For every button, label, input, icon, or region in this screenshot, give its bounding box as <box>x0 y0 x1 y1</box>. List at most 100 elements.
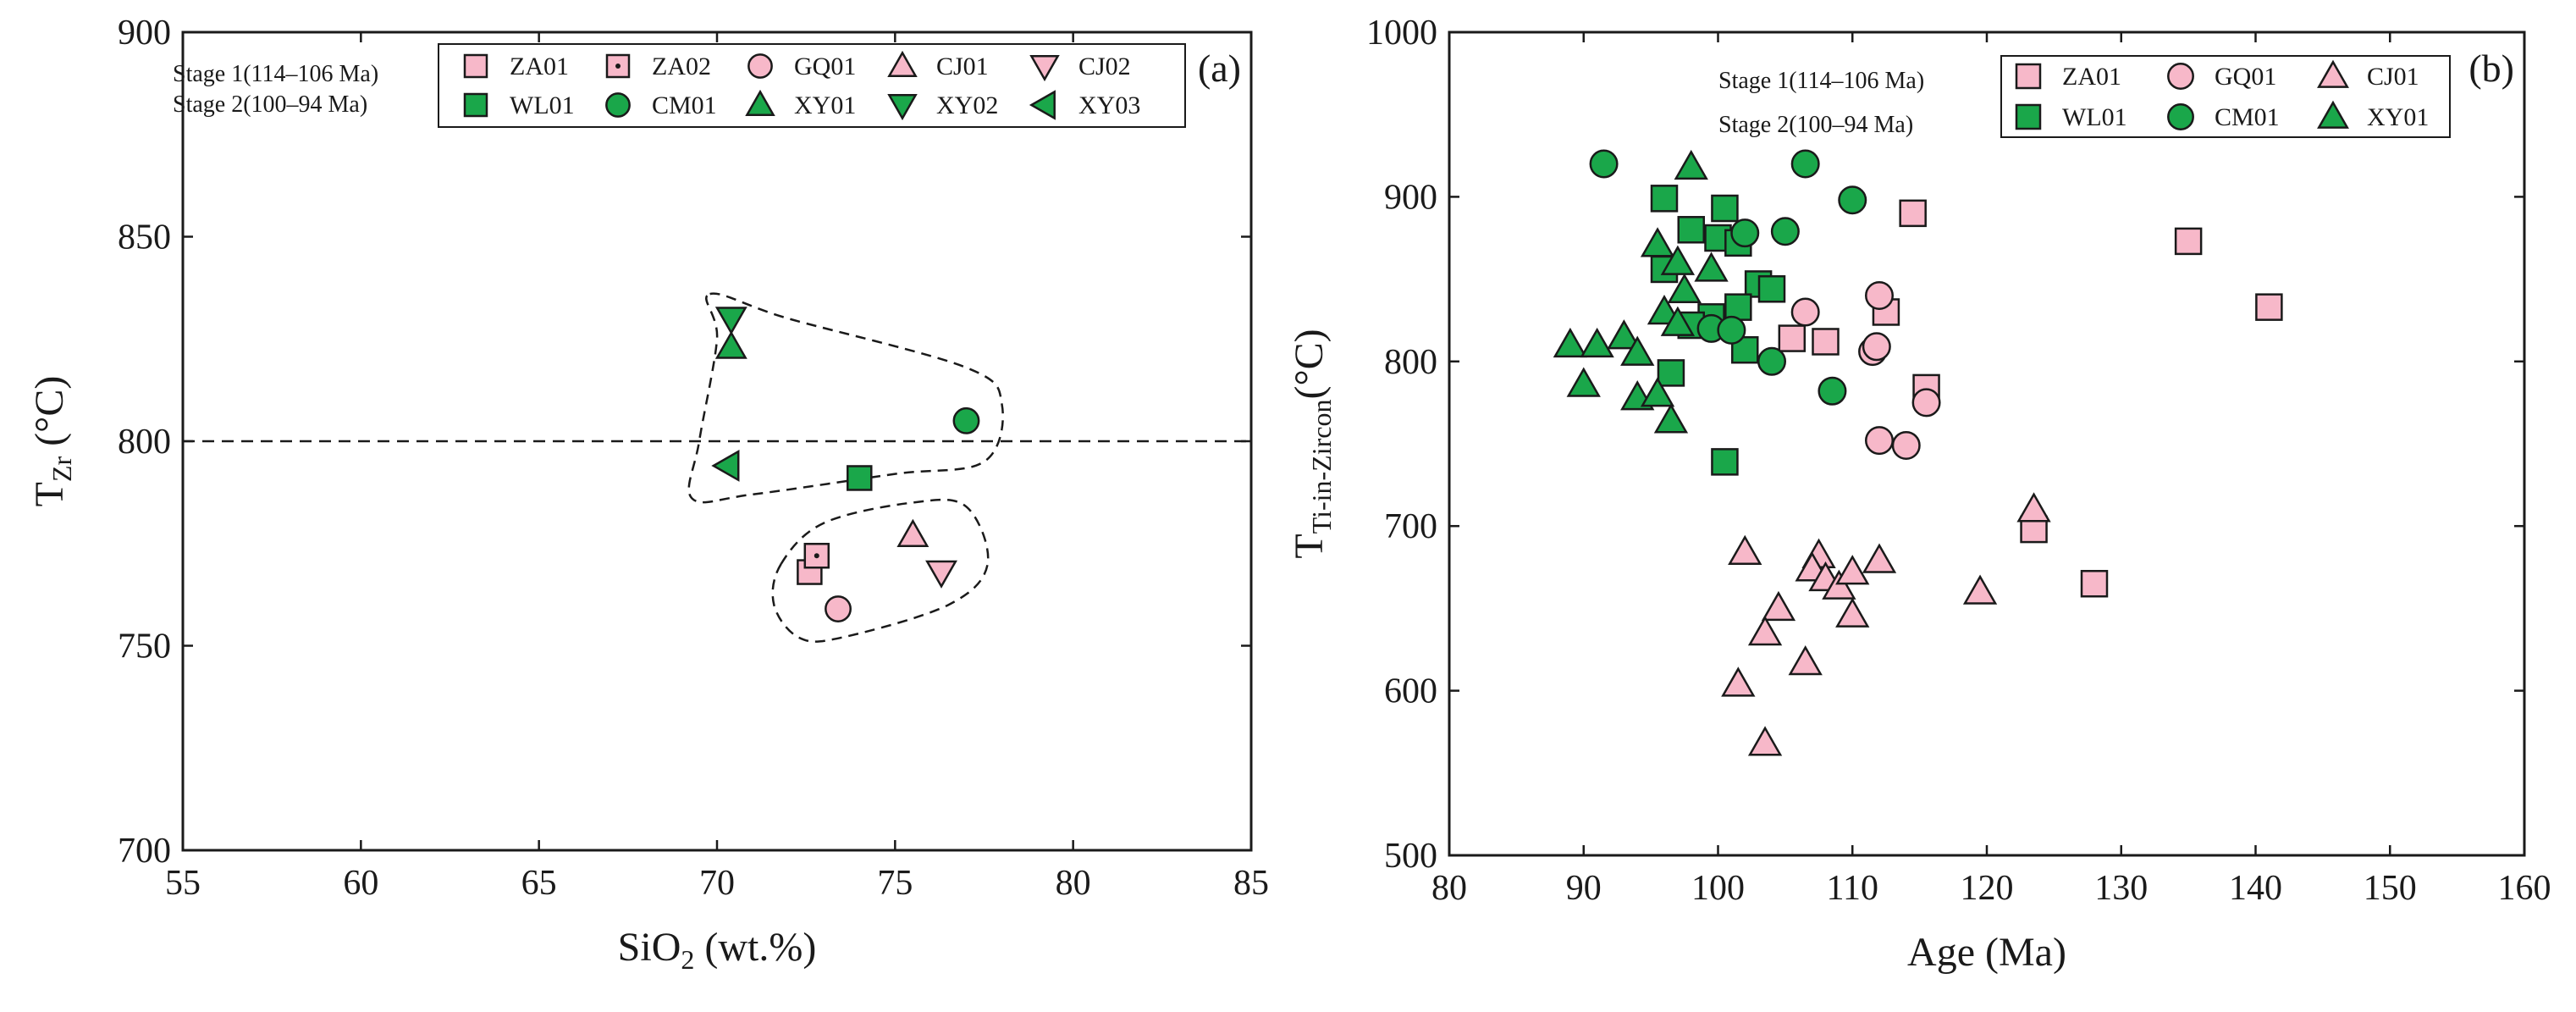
data-point-za01-shape <box>2255 293 2283 321</box>
panel-a-legend-stage-1-label: Stage 1(114–106 Ma) <box>173 61 378 87</box>
data-point-gq01 <box>1790 297 1820 327</box>
data-point-za01 <box>1812 328 1840 356</box>
y-tick-label: 1000 <box>1366 14 1437 53</box>
data-point-za01 <box>2255 293 2283 321</box>
panel-a-legend: Stage 1(114–106 Ma) Stage 2(100–94 Ma) Z… <box>173 43 1186 128</box>
y-tick-label: 700 <box>118 832 171 871</box>
panel-b-data-points <box>1553 149 2283 756</box>
data-point-cm01 <box>1589 149 1619 179</box>
panel-b-legend-items: ZA01 GQ01 CJ01 WL01 CM01 XY01 <box>2015 59 2429 131</box>
panel-b-y-axis-title: TTi-in-Zircon(°C) <box>1287 329 1337 558</box>
legend-marker-za01 <box>463 53 488 79</box>
y-tick-label: 700 <box>1384 507 1437 546</box>
data-point-xy01 <box>1620 335 1655 366</box>
legend-label-cm01: CM01 <box>2215 103 2280 131</box>
panel-a-y-axis-title: TZr (°C) <box>27 376 77 507</box>
data-point-za01 <box>1899 199 1927 228</box>
data-point-wl01-shape <box>847 465 873 491</box>
data-point-cm01 <box>1838 185 1867 215</box>
x-tick-label: 110 <box>1827 869 1878 908</box>
x-tick-label: 70 <box>699 864 735 903</box>
y-tick-label: 850 <box>118 218 171 257</box>
data-point-xy01 <box>1580 327 1614 358</box>
data-point-xy01 <box>1653 403 1689 434</box>
x-tick-label: 65 <box>521 864 557 903</box>
data-point-wl01 <box>1677 216 1705 244</box>
data-point-cj01 <box>1761 590 1796 622</box>
panel-a-legend-stage-2-label: Stage 2(100–94 Ma) <box>173 91 367 118</box>
data-point-wl01-shape <box>1711 194 1739 223</box>
data-point-xy01 <box>1640 377 1675 407</box>
legend-marker-xy01 <box>745 89 775 116</box>
panel-b-legend-stage-2-label: Stage 2(100–94 Ma) <box>1718 112 1913 138</box>
panel-b-legend-stage-1-label: Stage 1(114–106 Ma) <box>1718 68 1924 94</box>
legend-marker-xy01 <box>2317 100 2349 129</box>
data-point-wl01 <box>1657 359 1685 387</box>
data-point-wl01 <box>1711 448 1739 476</box>
x-tick-label: 75 <box>877 864 913 903</box>
data-point-xy01 <box>1694 252 1729 282</box>
legend-label-wl01: WL01 <box>510 91 575 119</box>
data-point-cj01 <box>1728 534 1762 566</box>
data-point-za01-shape <box>2174 227 2203 256</box>
data-point-wl01-shape <box>1711 448 1739 476</box>
y-tick-label: 800 <box>1384 343 1437 382</box>
x-tick-label: 85 <box>1233 864 1269 903</box>
legend-label-za01: ZA01 <box>2062 63 2121 91</box>
legend-label-za02: ZA02 <box>652 53 711 80</box>
data-point-gq01 <box>1865 281 1894 311</box>
x-tick-label: 120 <box>1961 869 2014 908</box>
x-tick-label: 55 <box>165 864 201 903</box>
panel-b-legend: Stage 1(114–106 Ma) Stage 2(100–94 Ma) Z… <box>1718 55 2451 138</box>
panel-b-label: (b) <box>2468 47 2514 90</box>
data-point-cj01 <box>1788 645 1823 676</box>
data-point-xy01 <box>714 330 747 359</box>
sample-group-envelope-1 <box>687 292 1004 504</box>
data-point-xy01 <box>1640 227 1675 257</box>
legend-label-cj01: CJ01 <box>2367 63 2419 91</box>
data-point-wl01-shape <box>1650 185 1679 213</box>
legend-label-gq01: GQ01 <box>794 53 856 80</box>
legend-label-za01: ZA01 <box>510 53 569 80</box>
data-point-gq01 <box>1891 430 1921 460</box>
panel-a-zircon-saturation-plot: 55 60 65 70 75 80 85 700 750 800 850 900 SiO2 (wt.%… <box>27 14 1269 975</box>
data-point-cj01 <box>1835 555 1870 585</box>
data-point-xy01 <box>1566 367 1601 397</box>
sample-group-envelope-2 <box>771 498 990 643</box>
data-point-cm01 <box>1757 346 1786 376</box>
legend-marker-cj02 <box>1029 55 1060 82</box>
data-point-xy01 <box>1667 273 1702 303</box>
panel-b-legend-box <box>2000 55 2451 138</box>
legend-label-gq01: GQ01 <box>2215 63 2276 91</box>
legend-label-xy03: XY03 <box>1078 91 1140 119</box>
y-tick-label: 900 <box>118 14 171 53</box>
data-point-xy01 <box>1660 306 1696 336</box>
y-tick-label: 750 <box>118 628 171 666</box>
y-tick-label: 500 <box>1384 837 1437 876</box>
data-point-cj01 <box>1721 666 1756 697</box>
legend-label-xy01: XY01 <box>794 91 856 119</box>
data-point-xy01 <box>1660 245 1696 275</box>
data-point-wl01-shape <box>1657 359 1685 387</box>
data-point-cm01 <box>1717 315 1746 345</box>
legend-label-xy02: XY02 <box>936 91 998 119</box>
legend-marker-wl01 <box>2015 103 2042 130</box>
data-point-xy03 <box>711 450 740 482</box>
x-tick-label: 130 <box>2094 869 2148 908</box>
legend-marker-wl01 <box>463 92 488 118</box>
legend-marker-cj01 <box>2317 59 2349 88</box>
x-tick-label: 80 <box>1431 869 1467 908</box>
data-point-cj01 <box>1822 569 1856 600</box>
data-point-wl01 <box>847 465 873 491</box>
panel-a-data-points <box>711 307 980 622</box>
data-point-za01-shape <box>1778 324 1807 352</box>
data-point-wl01 <box>1757 275 1786 303</box>
data-point-cm01 <box>1790 149 1820 179</box>
data-point-cj01 <box>1747 616 1783 646</box>
x-tick-label: 100 <box>1691 869 1745 908</box>
data-point-wl01 <box>1711 194 1739 223</box>
legend-label-cm01: CM01 <box>652 91 717 119</box>
panel-a-label: (a) <box>1198 47 1241 90</box>
x-tick-label: 80 <box>1056 864 1091 903</box>
data-point-za01 <box>2174 227 2203 256</box>
